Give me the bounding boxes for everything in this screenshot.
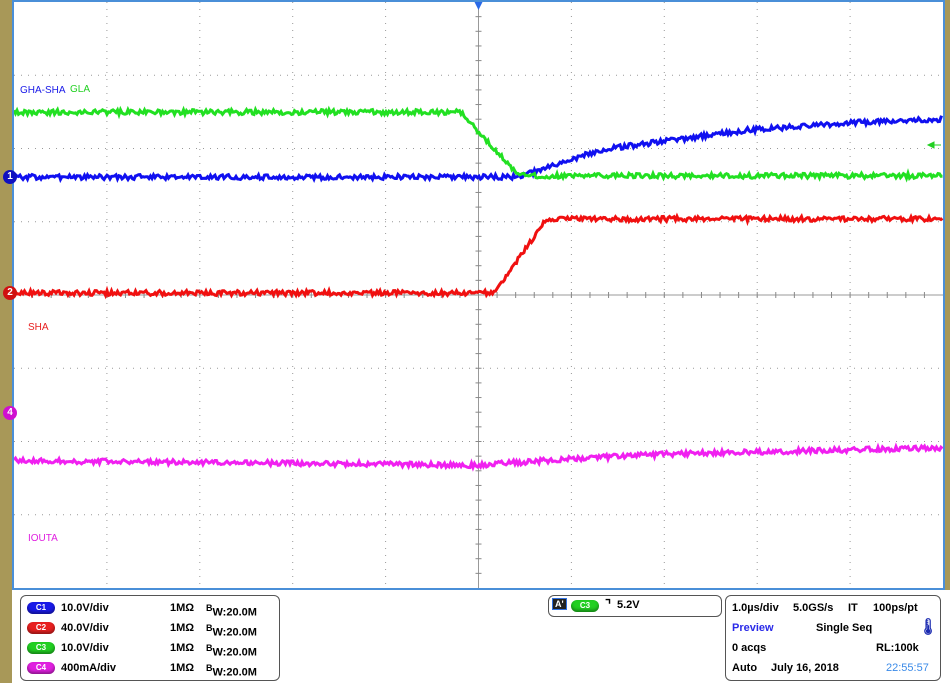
label-gla: GLA	[70, 84, 90, 95]
timebase: 1.0µs/div	[732, 598, 779, 618]
date: July 16, 2018	[771, 658, 839, 678]
trigger-type-badge: A'	[553, 599, 566, 609]
channel-pill: C1	[27, 602, 55, 614]
channel-row-c3[interactable]: C3 10.0V/div 1MΩ BW:20.0M	[27, 638, 277, 658]
channel-scale: 40.0V/div	[61, 622, 109, 634]
channel-bandwidth: W:20.0M	[213, 627, 257, 639]
channel-bandwidth: W:20.0M	[213, 607, 257, 619]
ch2-ground-marker[interactable]: 2	[3, 286, 17, 300]
falling-edge-icon: ⌝	[605, 597, 611, 613]
time: 22:55:57	[886, 658, 929, 678]
waveform-display[interactable]: GHA-SHA GLA SHA IOUTA	[12, 0, 945, 590]
channel-bandwidth: W:20.0M	[213, 667, 257, 679]
interp-mode: IT	[848, 598, 858, 618]
acq-count: 0 acqs	[732, 638, 766, 658]
record-length: RL:100k	[876, 638, 919, 658]
channel-scale: 10.0V/div	[61, 642, 109, 654]
ch1-ground-marker[interactable]: 1	[3, 170, 17, 184]
acq-mode: Single Seq	[816, 618, 872, 638]
channel-row-c1[interactable]: C1 10.0V/div 1MΩ BW:20.0M	[27, 598, 277, 618]
acquisition-panel[interactable]: 1.0µs/div 5.0GS/s IT 100ps/pt Preview Si…	[725, 595, 941, 681]
channel-scale: 10.0V/div	[61, 602, 109, 614]
sample-rate: 5.0GS/s	[793, 598, 833, 618]
plot-area	[14, 2, 947, 592]
channel-pill: C4	[27, 662, 55, 674]
channel-settings-panel[interactable]: C1 10.0V/div 1MΩ BW:20.0M C2 40.0V/div 1MΩ BW:2…	[20, 595, 280, 681]
thermometer-icon: 🌡︎	[918, 618, 938, 638]
label-sha: SHA	[28, 322, 49, 333]
trigger-position-marker	[475, 2, 483, 10]
channel-row-c4[interactable]: C4 400mA/div 1MΩ BW:20.0M	[27, 658, 277, 678]
channel-impedance: 1MΩ	[170, 598, 194, 618]
trigger-source-pill: C3	[571, 600, 599, 612]
ch3-offscreen-ref-arrow	[928, 142, 941, 148]
channel-scale: 400mA/div	[61, 662, 116, 674]
label-iouta: IOUTA	[28, 533, 58, 544]
channel-row-c2[interactable]: C2 40.0V/div 1MΩ BW:20.0M	[27, 618, 277, 638]
ch4-ground-marker[interactable]: 4	[3, 406, 17, 420]
trigger-mode: Auto	[732, 658, 757, 678]
preview-status: Preview	[732, 618, 774, 638]
channel-impedance: 1MΩ	[170, 658, 194, 678]
resolution: 100ps/pt	[873, 598, 918, 618]
label-gha-sha: GHA-SHA	[20, 85, 66, 96]
channel-impedance: 1MΩ	[170, 618, 194, 638]
trigger-level: 5.2V	[617, 599, 640, 611]
trigger-panel[interactable]: A' C3 ⌝ 5.2V	[548, 595, 722, 617]
channel-bandwidth: W:20.0M	[213, 647, 257, 659]
channel-pill: C3	[27, 642, 55, 654]
channel-pill: C2	[27, 622, 55, 634]
channel-impedance: 1MΩ	[170, 638, 194, 658]
